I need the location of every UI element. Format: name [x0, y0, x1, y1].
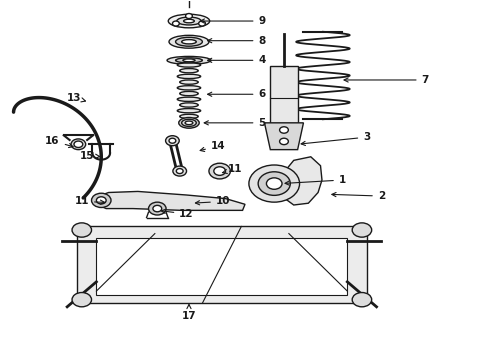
Ellipse shape [177, 109, 201, 113]
Ellipse shape [175, 37, 202, 46]
Text: 15: 15 [79, 151, 100, 161]
Circle shape [280, 138, 288, 145]
Circle shape [258, 172, 290, 195]
Polygon shape [94, 192, 245, 210]
Text: 3: 3 [301, 132, 370, 145]
Text: 12: 12 [161, 209, 194, 219]
Circle shape [153, 205, 162, 212]
Text: 5: 5 [204, 118, 266, 128]
Text: 16: 16 [45, 136, 73, 148]
Ellipse shape [177, 97, 201, 102]
Text: 10: 10 [196, 197, 230, 206]
Bar [97, 238, 347, 295]
Circle shape [173, 166, 187, 176]
Text: 2: 2 [332, 191, 385, 201]
Text: 17: 17 [182, 305, 196, 321]
Ellipse shape [71, 139, 86, 150]
Circle shape [352, 223, 372, 237]
Text: 9: 9 [200, 16, 266, 26]
Circle shape [249, 165, 299, 202]
Ellipse shape [180, 114, 198, 118]
Text: 6: 6 [208, 89, 266, 99]
Text: 1: 1 [285, 175, 346, 185]
Circle shape [198, 21, 205, 26]
Circle shape [209, 163, 230, 179]
Text: 13: 13 [67, 93, 85, 103]
Circle shape [72, 223, 92, 237]
Circle shape [186, 14, 193, 18]
Ellipse shape [182, 119, 196, 126]
Ellipse shape [180, 91, 198, 96]
Ellipse shape [168, 14, 210, 28]
Circle shape [176, 168, 183, 174]
Ellipse shape [182, 40, 196, 44]
Bar [77, 226, 367, 303]
Ellipse shape [175, 58, 202, 63]
Circle shape [172, 21, 179, 26]
Circle shape [72, 293, 92, 307]
Circle shape [97, 197, 106, 204]
Ellipse shape [169, 35, 209, 48]
Ellipse shape [74, 141, 83, 148]
Ellipse shape [167, 57, 211, 64]
Circle shape [166, 136, 179, 146]
Circle shape [352, 293, 372, 307]
Polygon shape [265, 123, 303, 150]
Circle shape [169, 138, 176, 143]
Ellipse shape [177, 74, 201, 78]
Circle shape [214, 167, 225, 175]
Ellipse shape [180, 103, 198, 107]
Ellipse shape [177, 63, 201, 67]
Polygon shape [284, 157, 322, 205]
Ellipse shape [179, 117, 199, 128]
Text: 14: 14 [200, 141, 225, 152]
Circle shape [92, 193, 111, 207]
Circle shape [267, 178, 282, 189]
Ellipse shape [180, 80, 198, 84]
Ellipse shape [177, 86, 201, 90]
Ellipse shape [184, 19, 195, 23]
Text: 4: 4 [208, 55, 266, 65]
Text: 8: 8 [208, 36, 266, 46]
Ellipse shape [180, 68, 198, 73]
Text: 7: 7 [344, 75, 429, 85]
Circle shape [280, 127, 288, 133]
FancyBboxPatch shape [270, 66, 297, 123]
Ellipse shape [183, 59, 195, 62]
Circle shape [148, 202, 166, 215]
Ellipse shape [185, 121, 193, 125]
Text: 11: 11 [74, 197, 104, 206]
Text: 11: 11 [222, 164, 243, 174]
Ellipse shape [177, 17, 201, 25]
